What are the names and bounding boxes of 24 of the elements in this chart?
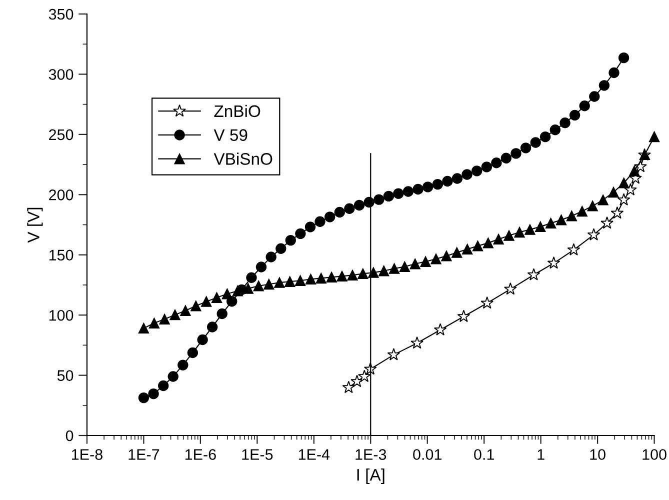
y-tick-label: 250 <box>49 129 74 140</box>
y-tick-label: 0 <box>66 430 74 442</box>
x-tick-label: 1E-3 <box>356 449 386 460</box>
x-tick-label: 1E-5 <box>242 449 273 460</box>
y-tick-label: 300 <box>48 69 74 80</box>
legend-label: VBiSnO <box>214 152 272 165</box>
legend-label: ZnBiO <box>214 104 260 118</box>
x-tick-label: 0.1 <box>474 449 494 460</box>
x-axis-title: I [A] <box>357 468 384 484</box>
x-tick-label: 1E-7 <box>128 449 160 460</box>
y-tick-label: 350 <box>48 8 74 20</box>
x-tick-label: 1E-4 <box>298 449 330 460</box>
x-tick-label: 0.01 <box>413 449 442 460</box>
y-tick-label: 100 <box>49 310 74 321</box>
x-tick-label: 1E-6 <box>185 449 216 460</box>
x-tick-label: 10 <box>590 449 606 460</box>
y-tick-label: 50 <box>57 370 74 381</box>
x-tick-label: 1E-8 <box>72 449 102 460</box>
x-tick-label: 100 <box>642 449 666 460</box>
x-tick-label: 1 <box>538 449 544 460</box>
y-axis-title: V [V] <box>27 208 43 243</box>
legend-label: V 59 <box>214 129 248 141</box>
y-tick-label: 200 <box>49 190 74 200</box>
y-tick-label: 150 <box>49 250 74 261</box>
